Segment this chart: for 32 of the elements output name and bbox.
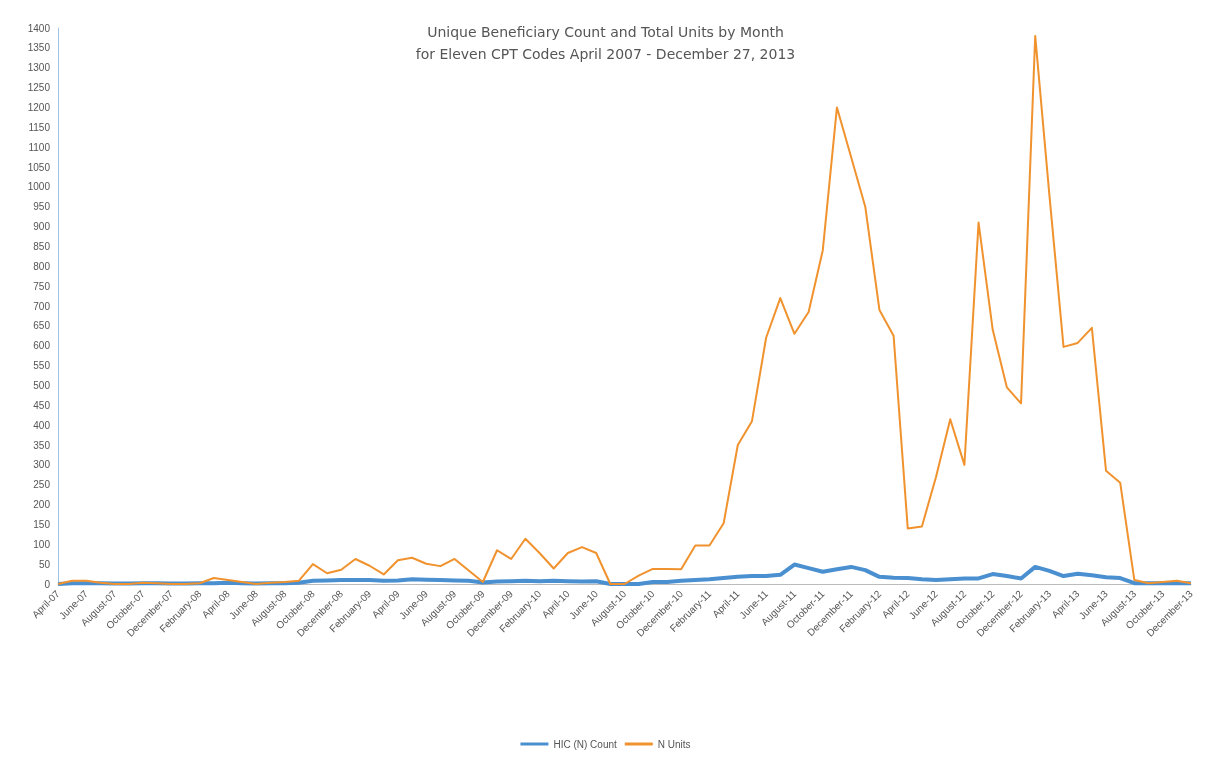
y-tick-label: 50: [38, 558, 51, 570]
y-tick-label: 0: [44, 578, 51, 590]
y-tick-label: 550: [33, 360, 51, 372]
y-tick-label: 900: [33, 221, 51, 233]
y-tick-label: 1250: [27, 82, 51, 94]
legend-label: HIC (N) Count: [553, 738, 617, 750]
y-tick-label: 300: [33, 459, 51, 471]
y-tick-label: 1100: [28, 141, 51, 153]
y-tick-label: 450: [33, 399, 51, 411]
y-tick-label: 850: [33, 240, 51, 252]
y-tick-label: 1200: [27, 101, 51, 113]
y-tick-label: 1050: [27, 161, 51, 173]
y-tick-label: 250: [33, 479, 51, 491]
y-tick-label: 1400: [27, 22, 51, 34]
y-tick-label: 1350: [27, 42, 51, 54]
y-tick-label: 500: [33, 379, 51, 391]
y-tick-label: 1300: [27, 62, 51, 74]
y-tick-label: 650: [33, 320, 51, 332]
y-tick-label: 1150: [28, 121, 51, 133]
y-tick-label: 950: [33, 201, 51, 213]
y-tick-label: 100: [33, 538, 51, 550]
y-tick-label: 750: [33, 280, 51, 292]
y-tick-label: 150: [33, 518, 51, 530]
y-tick-label: 200: [33, 499, 51, 511]
y-tick-label: 1000: [27, 181, 51, 193]
y-tick-label: 400: [33, 419, 51, 431]
y-tick-label: 600: [33, 340, 51, 352]
legend-label: N Units: [657, 738, 691, 750]
y-tick-label: 800: [33, 260, 51, 272]
y-tick-label: 700: [33, 300, 51, 312]
text: Unique Beneficiary Count and Total Units by Month for Eleven CPT Codes April 2007 - December 27, 2013: [415, 24, 796, 62]
y-tick-label: 350: [33, 439, 51, 451]
